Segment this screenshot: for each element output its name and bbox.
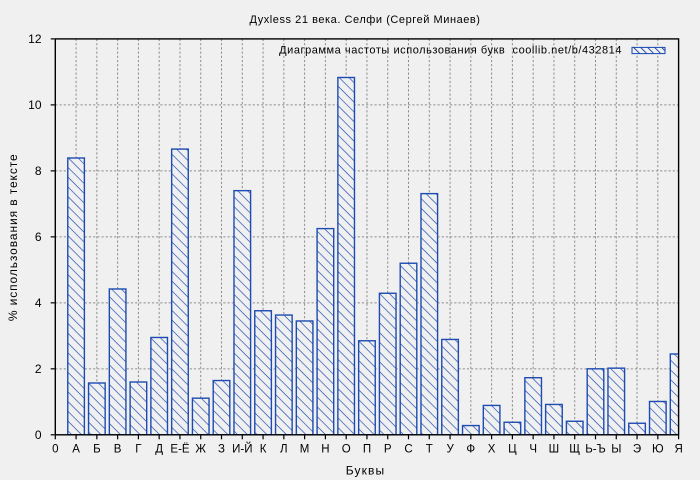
svg-text:Э: Э bbox=[633, 444, 641, 456]
svg-text:Ч: Ч bbox=[529, 444, 537, 456]
svg-text:Щ: Щ bbox=[569, 444, 580, 456]
svg-text:С: С bbox=[404, 444, 412, 456]
svg-text:Ь-Ъ: Ь-Ъ bbox=[585, 444, 605, 456]
svg-text:Х: Х bbox=[488, 444, 496, 456]
svg-text:0: 0 bbox=[35, 428, 42, 442]
svg-text:Диаграмма частоты использовани: Диаграмма частоты использования букв coo… bbox=[279, 45, 622, 57]
svg-text:А: А bbox=[72, 444, 80, 456]
svg-text:10: 10 bbox=[28, 98, 42, 112]
svg-text:0: 0 bbox=[52, 444, 58, 456]
svg-text:М: М bbox=[300, 444, 310, 456]
svg-text:8: 8 bbox=[35, 164, 42, 178]
svg-text:6: 6 bbox=[35, 230, 42, 244]
svg-text:Буквы: Буквы bbox=[346, 463, 386, 477]
svg-text:12: 12 bbox=[28, 32, 42, 46]
svg-text:Ц: Ц bbox=[508, 444, 517, 456]
svg-text:К: К bbox=[260, 444, 267, 456]
svg-text:Н: Н bbox=[321, 444, 329, 456]
svg-text:Я: Я bbox=[674, 444, 682, 456]
svg-text:З: З bbox=[218, 444, 225, 456]
svg-text:И-Й: И-Й bbox=[232, 443, 252, 456]
svg-text:П: П bbox=[363, 444, 371, 456]
svg-text:Р: Р bbox=[384, 444, 392, 456]
svg-text:У: У bbox=[446, 444, 454, 456]
svg-text:Ж: Ж bbox=[195, 444, 206, 456]
svg-text:% использования в тексте: % использования в тексте bbox=[6, 153, 20, 321]
svg-text:Ш: Ш bbox=[549, 444, 560, 456]
svg-text:4: 4 bbox=[35, 296, 42, 310]
svg-text:Б: Б bbox=[93, 444, 101, 456]
svg-text:Духless 21 века. Селфи (Сергей: Духless 21 века. Селфи (Сергей Минаев) bbox=[249, 14, 480, 26]
svg-text:О: О bbox=[342, 444, 351, 456]
svg-text:Ф: Ф bbox=[466, 444, 475, 456]
svg-text:В: В bbox=[114, 444, 122, 456]
svg-text:Д: Д bbox=[155, 444, 163, 456]
svg-text:Т: Т bbox=[426, 444, 433, 456]
svg-text:Ю: Ю bbox=[652, 444, 664, 456]
svg-text:Л: Л bbox=[280, 444, 288, 456]
svg-text:2: 2 bbox=[35, 362, 42, 376]
svg-text:Г: Г bbox=[135, 444, 142, 456]
svg-text:Ы: Ы bbox=[611, 444, 621, 456]
svg-text:Е-Ё: Е-Ё bbox=[170, 444, 190, 456]
